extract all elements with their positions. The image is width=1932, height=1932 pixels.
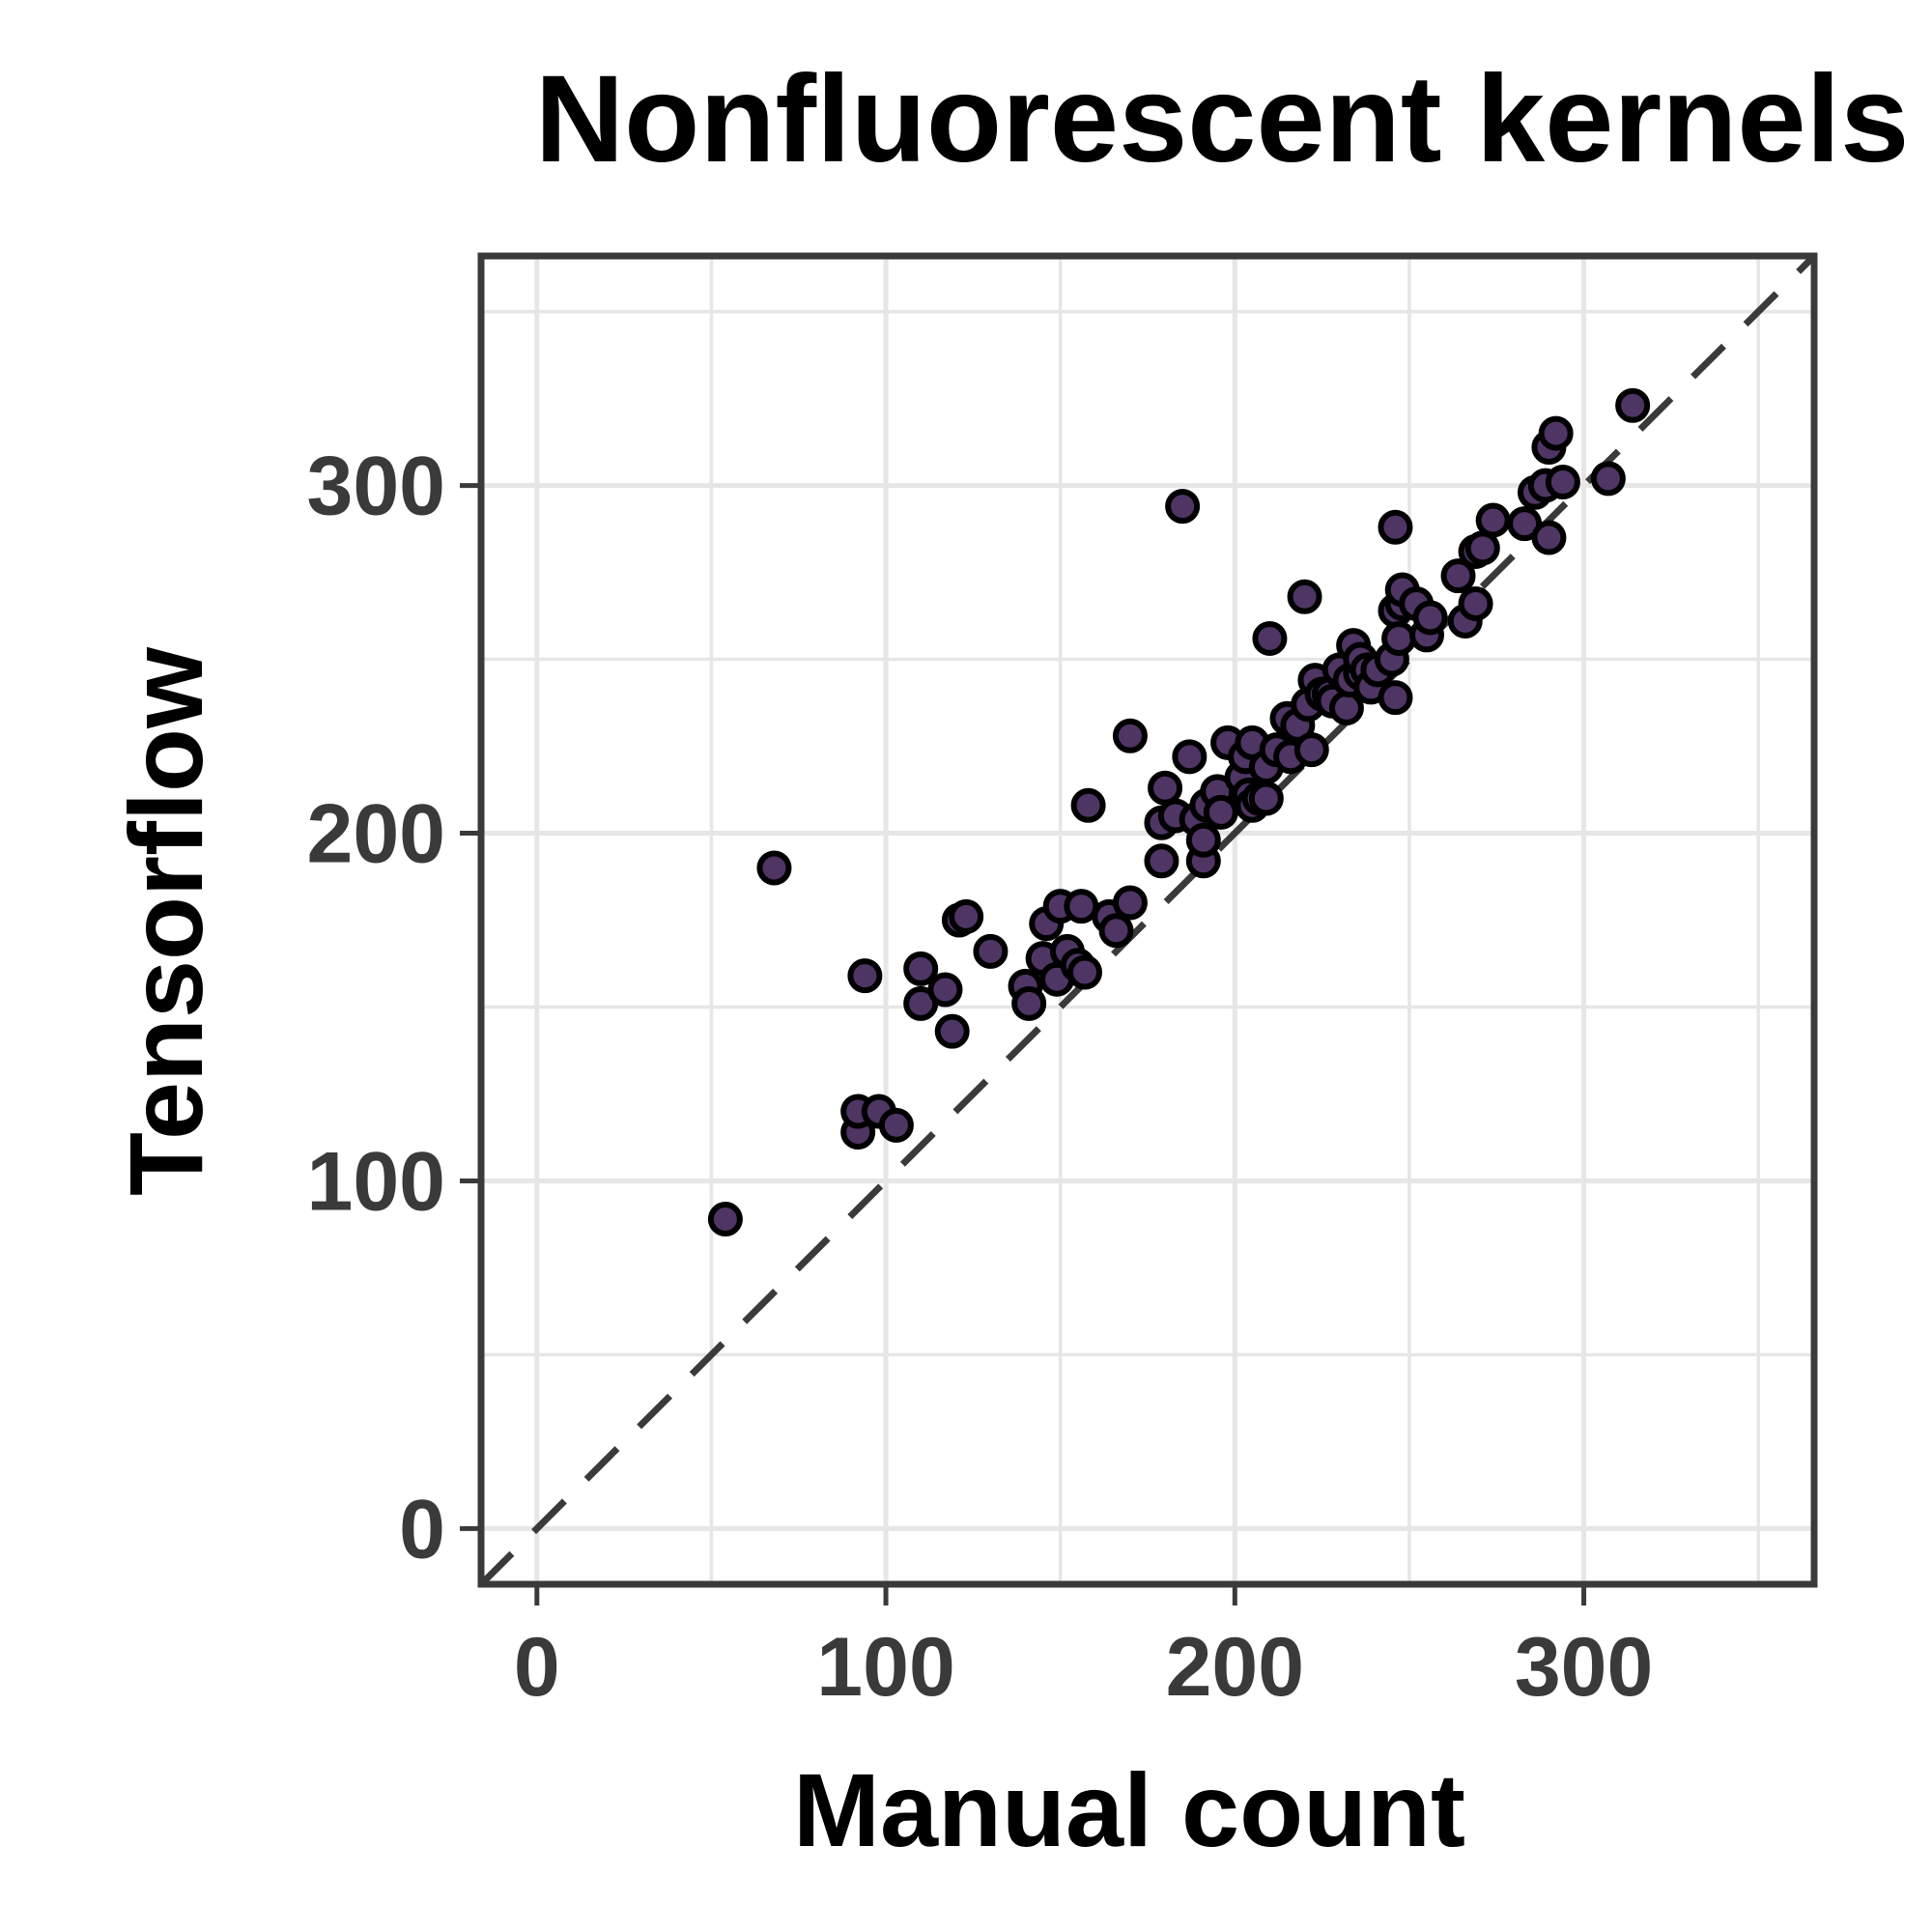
data-point bbox=[1066, 954, 1102, 990]
identity-reference-line bbox=[478, 253, 1817, 1587]
data-point bbox=[973, 933, 1009, 969]
data-point bbox=[1293, 732, 1329, 768]
x-tick-label: 0 bbox=[514, 1621, 560, 1714]
data-point bbox=[878, 1107, 914, 1143]
data-point bbox=[1011, 985, 1047, 1021]
data-point bbox=[1203, 794, 1238, 830]
data-point bbox=[1378, 509, 1413, 545]
data-point bbox=[756, 850, 792, 886]
y-tick-label: 200 bbox=[307, 788, 446, 881]
data-point bbox=[903, 951, 939, 986]
data-point bbox=[1070, 787, 1106, 823]
chart-title: Nonfluorescent kernels bbox=[535, 50, 1910, 188]
data-point bbox=[1248, 781, 1284, 816]
data-point bbox=[1112, 885, 1148, 921]
y-tick-label: 0 bbox=[399, 1483, 445, 1576]
data-point bbox=[1412, 600, 1448, 636]
data-points bbox=[707, 387, 1651, 1237]
data-point bbox=[1615, 387, 1651, 423]
data-point bbox=[1545, 464, 1580, 499]
data-point bbox=[1328, 690, 1364, 725]
data-point bbox=[1098, 913, 1134, 949]
plot-panel-border bbox=[477, 252, 1818, 1588]
data-point bbox=[1144, 843, 1179, 879]
data-point bbox=[1590, 461, 1626, 497]
y-axis-title: Tensorflow bbox=[107, 646, 224, 1196]
x-axis-title: Manual count bbox=[793, 1751, 1465, 1868]
data-point bbox=[1287, 579, 1322, 614]
data-point bbox=[1185, 822, 1221, 858]
y-tick-label: 300 bbox=[307, 440, 446, 533]
data-point bbox=[927, 972, 963, 1008]
data-point bbox=[1165, 489, 1201, 525]
data-point bbox=[949, 898, 984, 934]
data-point bbox=[1112, 718, 1148, 753]
x-tick-label: 100 bbox=[816, 1621, 955, 1714]
data-point bbox=[847, 958, 883, 994]
y-tick-label: 100 bbox=[307, 1135, 446, 1228]
x-tick-label: 200 bbox=[1166, 1621, 1305, 1714]
data-point bbox=[1458, 585, 1493, 621]
data-point bbox=[1172, 739, 1208, 775]
data-point bbox=[707, 1202, 743, 1237]
x-tick-label: 300 bbox=[1515, 1621, 1654, 1714]
data-point bbox=[1475, 502, 1511, 538]
data-point bbox=[1148, 770, 1183, 806]
data-point bbox=[1378, 680, 1413, 716]
data-point bbox=[1381, 620, 1417, 656]
data-point bbox=[934, 1013, 970, 1049]
data-point bbox=[1464, 530, 1500, 566]
data-point bbox=[1252, 620, 1288, 656]
data-point bbox=[1440, 558, 1476, 594]
data-point bbox=[1531, 520, 1567, 555]
y-axis-ticks: 0 100 200 300 bbox=[307, 440, 481, 1576]
data-point bbox=[1064, 889, 1099, 924]
x-axis-ticks: 0 100 200 300 bbox=[514, 1584, 1653, 1714]
gridlines bbox=[481, 256, 1814, 1584]
data-point bbox=[1538, 415, 1574, 451]
